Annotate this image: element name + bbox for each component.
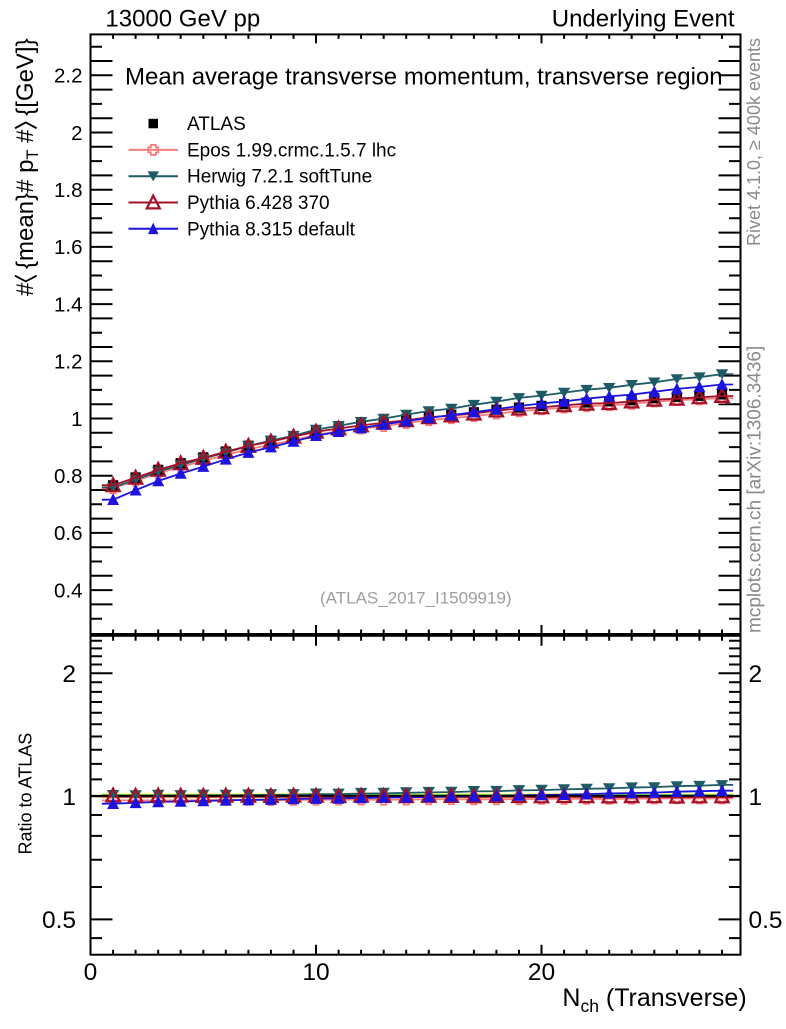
svg-text:1.6: 1.6 <box>54 236 83 259</box>
svg-text:0: 0 <box>84 959 98 986</box>
svg-text:Pythia 8.315 default: Pythia 8.315 default <box>187 219 356 240</box>
svg-text:1.4: 1.4 <box>54 293 83 316</box>
svg-text:T: T <box>24 149 42 159</box>
svg-text:1: 1 <box>749 784 763 811</box>
svg-text:{mean}# p: {mean}# p <box>12 160 39 269</box>
svg-text:ATLAS: ATLAS <box>187 114 246 135</box>
svg-text:Underlying Event: Underlying Event <box>552 5 735 32</box>
svg-text:Pythia 6.428 370: Pythia 6.428 370 <box>187 193 330 214</box>
svg-text:Ratio to ATLAS: Ratio to ATLAS <box>16 733 36 855</box>
svg-text:2.2: 2.2 <box>54 65 83 88</box>
svg-text:Mean average transverse moment: Mean average transverse momentum, transv… <box>125 63 723 90</box>
svg-text:0.5: 0.5 <box>749 907 783 934</box>
svg-text:Rivet 4.1.0, ≥ 400k events: Rivet 4.1.0, ≥ 400k events <box>744 38 764 246</box>
svg-text:10: 10 <box>302 959 329 986</box>
svg-text:0.6: 0.6 <box>54 522 83 545</box>
svg-text:0.4: 0.4 <box>54 579 83 602</box>
svg-text:1.8: 1.8 <box>54 179 83 202</box>
svg-text:1: 1 <box>62 784 76 811</box>
svg-text:2: 2 <box>62 661 76 688</box>
svg-text:0.8: 0.8 <box>54 465 83 488</box>
svg-text:2: 2 <box>71 122 82 145</box>
svg-text:13000 GeV pp: 13000 GeV pp <box>105 5 260 32</box>
svg-text:{[GeV]}: {[GeV]} <box>12 38 39 115</box>
svg-text:Herwig 7.2.1 softTune: Herwig 7.2.1 softTune <box>187 167 372 188</box>
svg-text:1: 1 <box>71 408 82 431</box>
svg-text:20: 20 <box>528 959 555 986</box>
svg-text:mcplots.cern.ch [arXiv:1306.34: mcplots.cern.ch [arXiv:1306.3436] <box>745 346 766 633</box>
svg-text:Epos 1.99.crmc.1.5.7 lhc: Epos 1.99.crmc.1.5.7 lhc <box>187 140 396 161</box>
svg-text:1.2: 1.2 <box>54 351 83 374</box>
svg-text:(ATLAS_2017_I1509919): (ATLAS_2017_I1509919) <box>320 588 512 607</box>
svg-text:0.5: 0.5 <box>42 907 76 934</box>
svg-text:Nch (Transverse): Nch (Transverse) <box>562 984 746 1016</box>
svg-text:2: 2 <box>749 661 763 688</box>
svg-text:#: # <box>12 129 39 143</box>
svg-text:#: # <box>12 282 39 296</box>
